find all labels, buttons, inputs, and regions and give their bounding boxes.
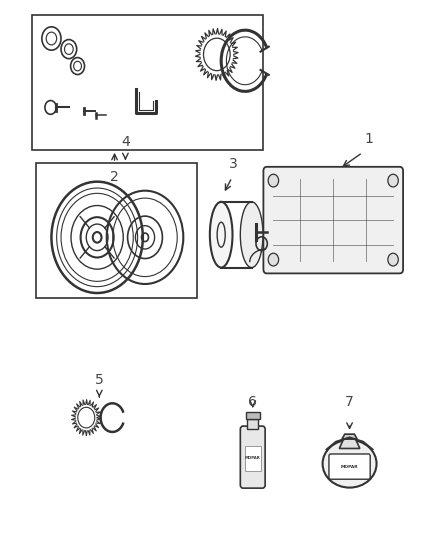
FancyBboxPatch shape: [240, 426, 265, 488]
Bar: [245, 446, 261, 471]
Bar: [246, 413, 260, 419]
FancyBboxPatch shape: [263, 167, 403, 273]
Text: MOPAR: MOPAR: [245, 456, 261, 460]
Polygon shape: [339, 439, 360, 448]
Ellipse shape: [240, 202, 263, 268]
Text: 7: 7: [345, 394, 354, 409]
Text: 6: 6: [248, 394, 257, 409]
Bar: [36, 163, 197, 298]
Bar: [247, 419, 258, 429]
Text: 2: 2: [110, 170, 119, 184]
Circle shape: [268, 253, 279, 266]
Ellipse shape: [210, 202, 233, 268]
Circle shape: [388, 253, 398, 266]
Circle shape: [388, 174, 398, 187]
Text: 4: 4: [121, 135, 130, 149]
Text: 5: 5: [95, 374, 104, 387]
Circle shape: [268, 174, 279, 187]
Text: MOPAR: MOPAR: [341, 465, 358, 469]
Bar: [32, 14, 262, 150]
Text: 1: 1: [365, 132, 374, 146]
Ellipse shape: [322, 440, 377, 488]
FancyBboxPatch shape: [329, 454, 370, 479]
Text: 3: 3: [229, 157, 238, 171]
Polygon shape: [342, 434, 357, 439]
